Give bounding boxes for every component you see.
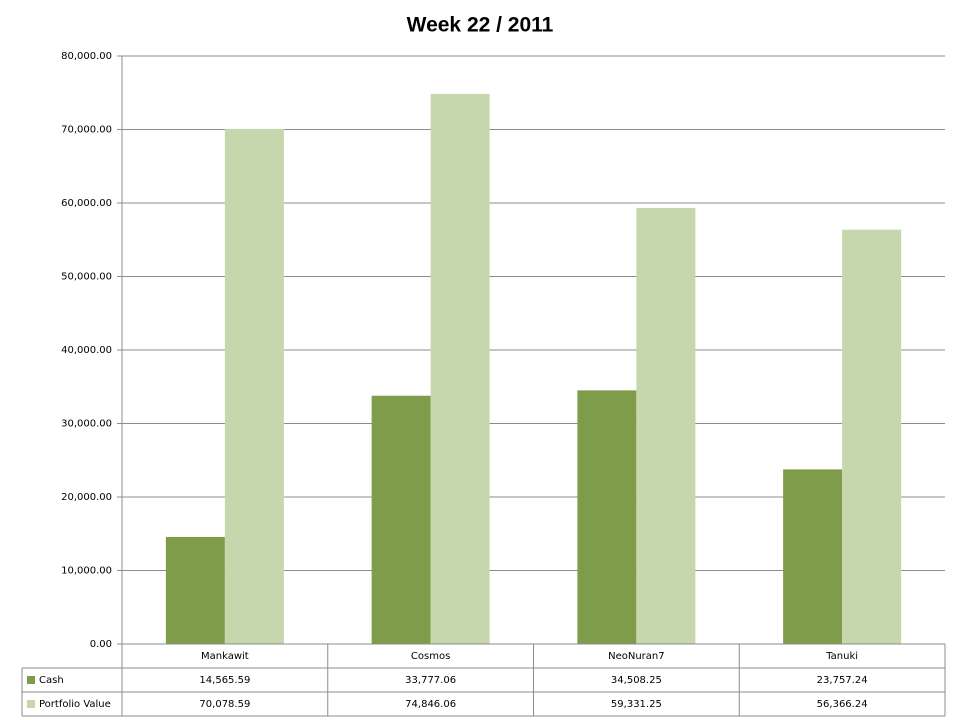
legend-label: Portfolio Value bbox=[39, 699, 111, 710]
legend-swatch bbox=[27, 676, 35, 684]
y-tick-label: 30,000.00 bbox=[61, 419, 112, 430]
y-tick-label: 40,000.00 bbox=[61, 345, 112, 356]
y-tick-label: 10,000.00 bbox=[61, 566, 112, 577]
bar bbox=[165, 536, 225, 644]
table-value: 59,331.25 bbox=[611, 699, 662, 710]
bar bbox=[783, 469, 843, 644]
x-tick-label: Mankawit bbox=[201, 651, 249, 662]
bar bbox=[842, 229, 902, 644]
bar bbox=[371, 395, 431, 644]
table-value: 23,757.24 bbox=[817, 675, 868, 686]
table-value: 34,508.25 bbox=[611, 675, 662, 686]
table-value: 74,846.06 bbox=[405, 699, 456, 710]
y-tick-label: 50,000.00 bbox=[61, 272, 112, 283]
x-tick-label: Cosmos bbox=[411, 651, 450, 662]
y-tick-label: 60,000.00 bbox=[61, 198, 112, 209]
y-tick-label: 80,000.00 bbox=[61, 51, 112, 62]
x-tick-label: Tanuki bbox=[825, 651, 858, 662]
bar bbox=[224, 128, 284, 644]
table-value: 33,777.06 bbox=[405, 675, 456, 686]
table-value: 70,078.59 bbox=[199, 699, 250, 710]
legend-label: Cash bbox=[39, 675, 64, 686]
legend-swatch bbox=[27, 700, 35, 708]
table-value: 14,565.59 bbox=[199, 675, 250, 686]
table-value: 56,366.24 bbox=[817, 699, 868, 710]
bar bbox=[636, 207, 696, 644]
x-tick-label: NeoNuran7 bbox=[608, 651, 665, 662]
y-tick-label: 20,000.00 bbox=[61, 492, 112, 503]
y-tick-label: 0.00 bbox=[90, 639, 112, 650]
chart-title: Week 22 / 2011 bbox=[407, 14, 554, 37]
bar bbox=[577, 390, 637, 644]
bar bbox=[430, 93, 490, 644]
y-tick-label: 70,000.00 bbox=[61, 125, 112, 136]
